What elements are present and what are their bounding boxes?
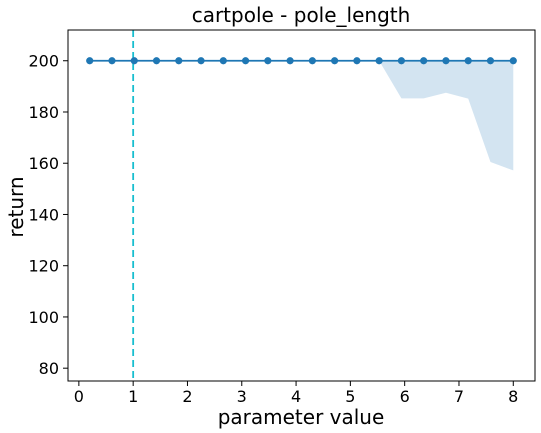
x-tick-label: 7 <box>454 387 464 406</box>
data-point <box>264 57 272 65</box>
x-tick-label: 4 <box>291 387 301 406</box>
y-tick-label: 120 <box>28 257 59 276</box>
data-point <box>442 57 450 65</box>
data-point <box>509 57 517 65</box>
data-point <box>420 57 428 65</box>
data-point <box>197 57 205 65</box>
data-point <box>241 57 250 65</box>
y-tick-label: 160 <box>28 154 59 173</box>
data-point <box>152 57 161 65</box>
y-tick-label: 200 <box>28 52 59 71</box>
data-point <box>219 57 227 65</box>
data-point <box>397 57 406 65</box>
x-tick-label: 1 <box>128 387 138 406</box>
confidence-band <box>89 60 514 171</box>
chart-title: cartpole - pole_length <box>192 3 411 27</box>
x-tick-label: 0 <box>74 387 84 406</box>
data-point <box>331 57 339 65</box>
plot-frame <box>67 29 536 382</box>
x-tick-label: 3 <box>237 387 247 406</box>
y-tick-label: 100 <box>28 308 59 327</box>
plot-area: 0 1 2 3 4 5 6 7 8 80 100 120 140 160 180 200 <box>28 29 536 406</box>
x-axis-title: parameter value <box>218 405 385 429</box>
data-point <box>353 57 361 65</box>
data-point <box>464 57 472 65</box>
y-tick-label: 80 <box>39 359 59 378</box>
data-point <box>86 57 94 65</box>
data-point <box>130 57 138 65</box>
data-point <box>175 57 183 65</box>
x-tick-label: 8 <box>508 387 518 406</box>
data-point <box>375 57 383 65</box>
data-point <box>286 57 294 65</box>
x-tick-label: 6 <box>400 387 410 406</box>
x-tick-label: 5 <box>345 387 355 406</box>
y-axis-title: return <box>4 176 28 237</box>
data-point <box>108 57 116 65</box>
y-tick-label: 180 <box>28 103 59 122</box>
x-tick-label: 2 <box>182 387 192 406</box>
data-point <box>308 57 316 65</box>
data-point <box>486 57 495 65</box>
y-tick-label: 140 <box>28 205 59 224</box>
